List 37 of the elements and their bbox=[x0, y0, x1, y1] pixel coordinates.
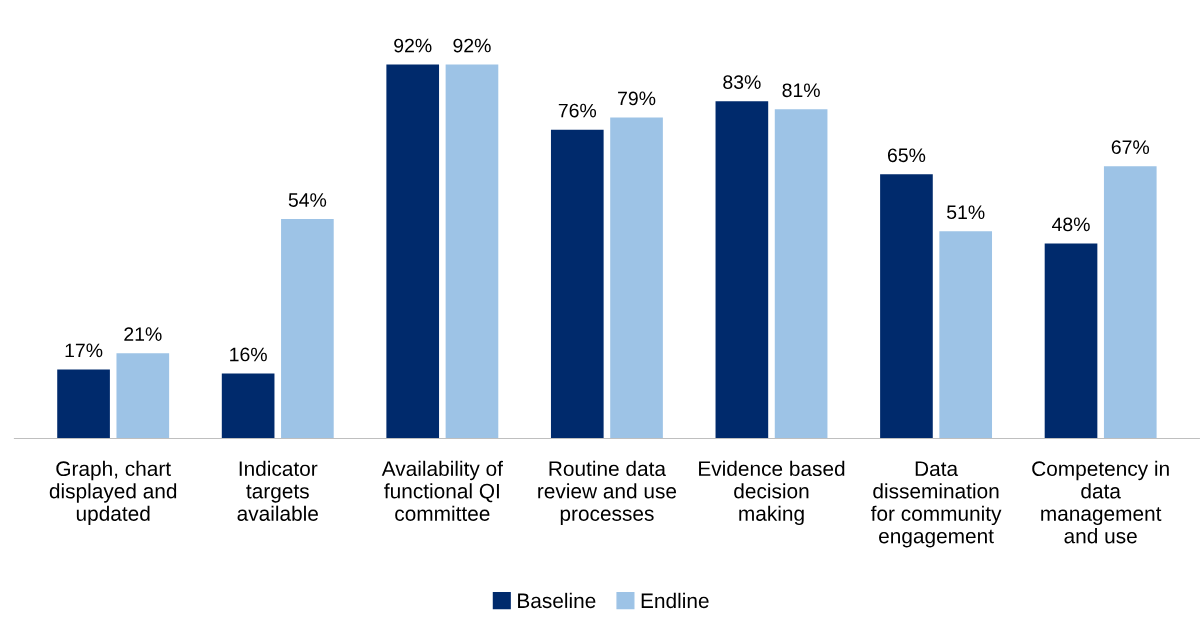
data-label: 21% bbox=[124, 327, 162, 341]
x-tick-label: Data dissemination for community engagement bbox=[870, 461, 1002, 548]
data-label: 76% bbox=[558, 103, 597, 118]
data-label: 17% bbox=[65, 343, 103, 358]
bar bbox=[386, 64, 440, 439]
x-tick-label: Graph, chart displayed and updated bbox=[49, 460, 177, 526]
x-tick-label: Availability of functional QI committee bbox=[381, 460, 503, 521]
data-label: 92% bbox=[394, 38, 432, 53]
x-tick-label: Evidence based decision making bbox=[699, 460, 845, 526]
legend-label: Baseline bbox=[518, 592, 596, 609]
x-tick-label: Competency in data management and use bbox=[1032, 460, 1169, 544]
data-label: 16% bbox=[230, 347, 267, 362]
data-label: 92% bbox=[453, 38, 491, 53]
bar bbox=[939, 231, 993, 439]
bar bbox=[1044, 243, 1098, 439]
bar bbox=[715, 101, 769, 439]
data-label: 51% bbox=[947, 205, 985, 220]
data-label: 54% bbox=[288, 193, 327, 207]
bar bbox=[774, 109, 828, 439]
data-label: 67% bbox=[1111, 140, 1150, 155]
bar bbox=[880, 174, 933, 439]
x-tick-label: Routine data review and use processes bbox=[538, 460, 677, 526]
x-tick-label: Indicator targets available bbox=[237, 460, 318, 521]
bar bbox=[610, 117, 663, 439]
bar bbox=[116, 353, 170, 439]
bar bbox=[221, 373, 275, 439]
data-label: 65% bbox=[887, 148, 926, 163]
data-label: 81% bbox=[782, 83, 820, 98]
data-label: 83% bbox=[723, 75, 761, 90]
bar bbox=[281, 219, 334, 439]
data-label: 79% bbox=[618, 91, 656, 106]
bar bbox=[1103, 166, 1157, 439]
legend-label: Endline bbox=[641, 592, 709, 609]
data-label: 48% bbox=[1052, 217, 1090, 232]
bar bbox=[57, 369, 110, 439]
bar bbox=[445, 64, 499, 439]
bar bbox=[550, 129, 604, 439]
